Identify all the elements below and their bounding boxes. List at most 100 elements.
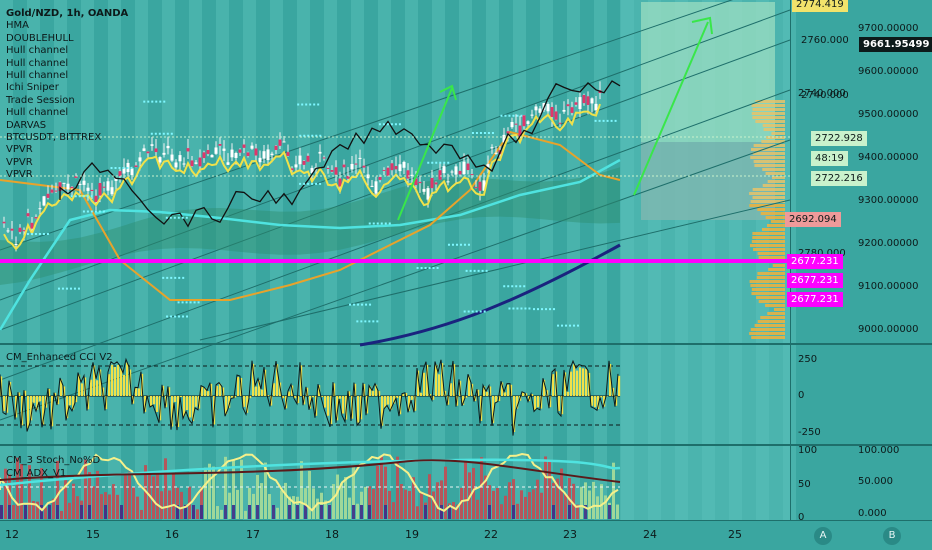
candle-body: [18, 227, 22, 232]
cci-bar: [477, 389, 480, 396]
cci-bar: [138, 388, 141, 396]
adx-bar: [296, 505, 299, 519]
indicator-legend-item[interactable]: DARVAS: [6, 119, 47, 131]
candle-body: [354, 163, 358, 165]
stoch-histogram-bar: [440, 480, 443, 519]
stoch-histogram-bar: [340, 483, 343, 519]
stoch-histogram-bar: [72, 483, 75, 519]
di-line: [0, 459, 621, 483]
stoch-histogram-bar: [576, 504, 579, 519]
cci-title[interactable]: CM_Enhanced CCI V2: [6, 352, 113, 363]
cci-bar: [294, 396, 297, 399]
stoch-histogram-bar: [96, 470, 99, 519]
price-axis-label: 9400.00000: [858, 152, 919, 163]
stoch-histogram-bar: [348, 497, 351, 519]
candle-body: [154, 148, 158, 153]
stoch-histogram-bar: [236, 489, 239, 519]
cci-bar: [171, 396, 174, 427]
indicator-legend-item[interactable]: Hull channel: [6, 107, 69, 119]
indicator-legend-item[interactable]: BTCUSDT, BITTREX: [6, 132, 102, 144]
vpvr-bar: [752, 116, 785, 119]
stoch-histogram-bar: [552, 482, 555, 519]
candle-body: [574, 102, 578, 105]
adx-bar: [248, 505, 251, 519]
cci-bar: [297, 396, 300, 404]
vpvr-bar: [757, 320, 785, 323]
stoch-histogram-bar: [512, 479, 515, 519]
vpvr-bar: [762, 168, 785, 171]
stoch-histogram-bar: [464, 461, 467, 519]
candle-body: [78, 183, 82, 185]
adx-bar: [8, 505, 11, 519]
candle-body: [178, 155, 182, 162]
indicator-legend-item[interactable]: Ichi Sniper: [6, 82, 59, 94]
candle-body: [74, 176, 78, 178]
candle-body: [562, 109, 566, 112]
adx-title[interactable]: CM_ADX_V1: [6, 468, 67, 479]
stoch-histogram-bar: [536, 479, 539, 519]
candle-body: [558, 122, 562, 124]
vpvr-bar: [753, 248, 785, 251]
candle-body: [578, 97, 582, 110]
candle-body: [118, 171, 122, 177]
button-b[interactable]: B: [883, 527, 901, 545]
indicator-legend-item[interactable]: Hull channel: [6, 57, 69, 69]
candle-body: [262, 151, 266, 159]
adx-bar: [80, 505, 83, 519]
stoch-histogram-bar: [492, 490, 495, 519]
cci-bar: [267, 395, 270, 396]
stoch-title[interactable]: CM_3 Stoch_No%D: [6, 455, 101, 466]
indicator-legend-item[interactable]: VPVR: [6, 169, 33, 181]
indicator-legend-item[interactable]: VPVR: [6, 144, 33, 156]
stoch-histogram-bar: [176, 487, 179, 519]
candle-body: [494, 152, 498, 154]
adx-bar: [272, 505, 275, 519]
candle-body: [338, 178, 342, 187]
stoch-histogram-bar: [284, 482, 287, 519]
indicator-legend-item[interactable]: VPVR: [6, 156, 33, 168]
stoch-histogram-bar: [528, 492, 531, 519]
candle-body: [482, 180, 486, 191]
candle-body: [258, 157, 262, 163]
vpvr-bar: [773, 308, 785, 311]
symbol-title[interactable]: Gold/NZD, 1h, OANDA: [6, 8, 129, 19]
adx-bar: [232, 505, 235, 519]
stoch-histogram-bar: [4, 468, 7, 519]
candle-body: [522, 115, 526, 127]
stoch-histogram-bar: [268, 494, 271, 519]
stoch-histogram-bar: [200, 487, 203, 519]
candle-body: [302, 160, 306, 165]
vpvr-bar: [752, 152, 785, 155]
stoch-histogram-bar: [152, 476, 155, 519]
stoch-histogram-bar: [160, 491, 163, 519]
cci-bar: [498, 396, 501, 401]
stoch-histogram-bar: [36, 501, 39, 519]
adx-bar: [552, 505, 555, 519]
cci-bar: [408, 396, 411, 411]
cci-bar: [381, 396, 384, 426]
indicator-legend-item[interactable]: DOUBLEHULL: [6, 32, 74, 44]
cci-bar: [492, 396, 495, 424]
cci-bar: [234, 396, 237, 398]
stoch-histogram-bar: [376, 465, 379, 519]
stoch-histogram-bar: [140, 509, 143, 519]
stoch-histogram-bar: [12, 505, 15, 519]
cci-bar: [282, 396, 285, 399]
indicator-legend-item[interactable]: HMA: [6, 20, 29, 32]
vpvr-bar: [767, 312, 785, 315]
vpvr-bar: [755, 100, 785, 103]
indicator-legend-item[interactable]: Trade Session: [6, 94, 75, 106]
cci-bar: [369, 386, 372, 396]
cci-bar: [135, 388, 138, 396]
indicator-legend-item[interactable]: Hull channel: [6, 45, 69, 57]
adx-bar: [224, 505, 227, 519]
candle-body: [218, 144, 222, 146]
button-a[interactable]: A: [814, 527, 832, 545]
cci-bar: [618, 375, 621, 396]
cci-bar: [594, 396, 597, 408]
cci-bar: [450, 383, 453, 396]
indicator-legend-item[interactable]: Hull channel: [6, 70, 69, 82]
candle-body: [22, 230, 26, 232]
